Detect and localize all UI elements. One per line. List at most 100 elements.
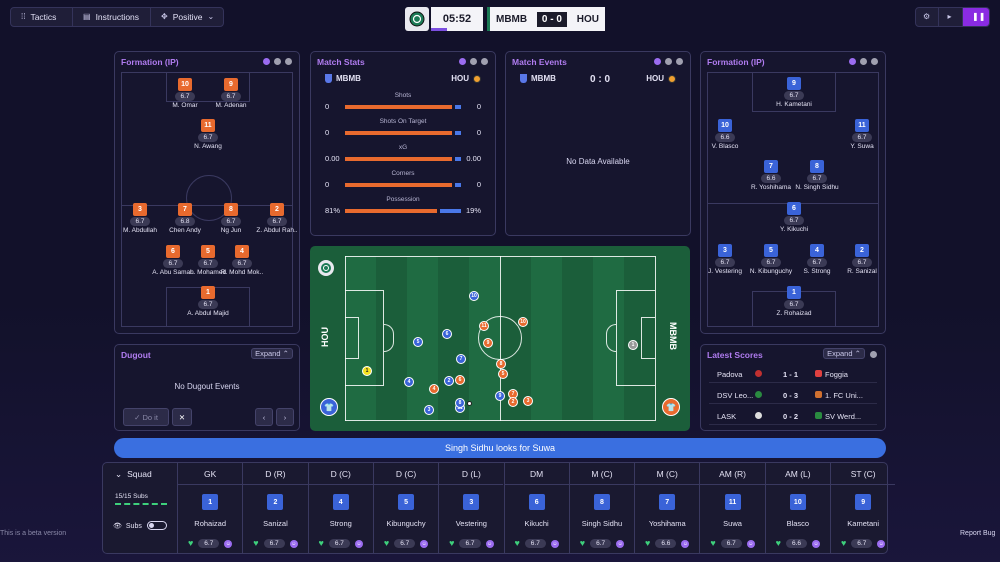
squad-column[interactable]: DM 6 Kikuchi ♥ 6.7 ☺ <box>503 463 569 553</box>
score-home-team: DSV Leo... <box>717 391 754 400</box>
dugout-expand-button[interactable]: Expand ⌃ <box>251 348 293 359</box>
do-it-label: Do it <box>142 412 158 422</box>
stat-home-value: 81% <box>325 206 341 215</box>
formation-player[interactable]: 6 6.7 A. Abu Samah <box>152 245 194 276</box>
subs-count: 15/15 Subs <box>115 493 148 500</box>
shirt-icon: 10 <box>178 78 192 91</box>
heart-icon: ♥ <box>775 538 781 548</box>
pause-button[interactable]: ❚❚ <box>963 8 989 26</box>
formation-player[interactable]: 10 6.7 M. Omar <box>167 78 203 109</box>
goalkeeper-marker[interactable]: 1 <box>362 366 372 376</box>
formation-player[interactable]: 3 6.7 M. Abdullah <box>122 203 158 234</box>
player-marker[interactable]: 6 <box>442 329 452 339</box>
player-marker[interactable]: 10 <box>469 291 479 301</box>
squad-column[interactable]: AM (R) 11 Suwa ♥ 6.7 ☺ <box>699 463 765 553</box>
speed-button[interactable]: ▸ <box>939 8 963 26</box>
tactics-button[interactable]: ⁞⁞ Tactics <box>11 8 73 26</box>
formation-player[interactable]: 9 6.7 M. Adenan <box>213 78 249 109</box>
score-home-team: LASK <box>717 412 737 421</box>
formation-player[interactable]: 11 6.7 Y. Suwa <box>844 119 880 150</box>
panel-pager[interactable] <box>459 58 488 65</box>
stats-home-header: MBMB <box>325 74 361 83</box>
formation-player[interactable]: 5 6.7 L. Mohamed <box>190 245 226 276</box>
squad-column[interactable]: D (L) 3 Vestering ♥ 6.7 ☺ <box>438 463 504 553</box>
formation-player[interactable]: 4 6.7 S. Strong <box>799 244 835 275</box>
squad-column[interactable]: D (C) 4 Strong ♥ 6.7 ☺ <box>307 463 373 553</box>
player-rating: 6.7 <box>130 217 150 226</box>
formation-player[interactable]: 1 6.7 A. Abdul Majid <box>187 286 229 317</box>
player-marker[interactable]: 8 <box>455 398 465 408</box>
report-bug-link[interactable]: Report Bug <box>960 530 996 537</box>
formation-player[interactable]: 8 6.7 N. Singh Sidhu <box>795 160 839 191</box>
formation-player[interactable]: 3 6.7 J. Vestering <box>707 244 743 275</box>
formation-player[interactable]: 11 6.7 N. Awang <box>190 119 226 150</box>
squad-column[interactable]: AM (L) 10 Blasco ♥ 6.6 ☺ <box>764 463 830 553</box>
player-marker[interactable]: 2 <box>444 376 454 386</box>
player-marker[interactable]: 8 <box>496 359 506 369</box>
formation-player[interactable]: 9 6.7 H. Kametani <box>776 77 812 108</box>
formation-player[interactable]: 4 6.7 R. Mohd Mok.. <box>221 245 263 276</box>
column-divider <box>308 484 373 485</box>
close-icon: ✕ <box>178 412 186 422</box>
squad-header[interactable]: ⌄ Squad <box>115 469 152 480</box>
dismiss-button[interactable]: ✕ <box>172 408 192 426</box>
scores-expand-button[interactable]: Expand ⌃ <box>823 348 865 359</box>
mentality-dropdown[interactable]: ✥ Positive ⌄ <box>151 8 223 26</box>
formation-player[interactable]: 1 6.7 Z. Rohaizad <box>776 286 812 317</box>
squad-column[interactable]: D (R) 2 Sanizal ♥ 6.7 ☺ <box>242 463 308 553</box>
player-marker[interactable]: 5 <box>413 337 423 347</box>
squad-column[interactable]: D (C) 5 Kibunguchy ♥ 6.7 ☺ <box>372 463 439 553</box>
panel-pager[interactable] <box>870 351 877 358</box>
stat-label: Possession <box>386 196 420 203</box>
score-text: 0 - 0 <box>536 11 567 27</box>
player-marker[interactable]: 7 <box>456 354 466 364</box>
player-marker[interactable]: 6 <box>455 375 465 385</box>
formation-player[interactable]: 7 6.6 R. Yoshihama <box>751 160 791 191</box>
squad-column[interactable]: M (C) 7 Yoshihama ♥ 6.6 ☺ <box>634 463 700 553</box>
next-button[interactable]: › <box>276 408 294 426</box>
formation-player[interactable]: 8 6.7 Ng Jun <box>213 203 249 234</box>
squad-column[interactable]: ST (C) 9 Kametani ♥ 6.7 ☺ <box>830 463 896 553</box>
position-label: AM (L) <box>785 469 811 479</box>
formation-player[interactable]: 2 6.7 R. Sanizal <box>844 244 880 275</box>
prev-button[interactable]: ‹ <box>255 408 273 426</box>
player-marker[interactable]: 3 <box>424 405 434 415</box>
pitch-right-team: MBMB <box>668 322 678 350</box>
player-rating: 6.7 <box>221 217 241 226</box>
match-events-panel: Match Events MBMB 0 : 0 HOU No Data Avai… <box>505 51 691 236</box>
player-marker[interactable]: 9 <box>495 391 505 401</box>
stat-row: xG 0.00 0.00 <box>319 144 487 168</box>
subs-toggle[interactable] <box>147 521 167 530</box>
player-marker[interactable]: 3 <box>523 396 533 406</box>
formation-player[interactable]: 2 6.7 Z. Abdul Rah.. <box>256 203 298 234</box>
formation-player[interactable]: 7 6.8 Chen Andy <box>167 203 203 234</box>
shirt-icon: 9 <box>855 494 872 510</box>
player-marker[interactable]: 4 <box>404 377 414 387</box>
score-row[interactable]: DSV Leo... 0 - 3 1. FC Uni... <box>709 386 877 404</box>
formation-player[interactable]: 10 6.6 V. Blasco <box>707 119 743 150</box>
player-name: Ng Jun <box>220 227 242 234</box>
panel-pager[interactable] <box>849 58 878 65</box>
goalkeeper-marker[interactable]: 1 <box>628 340 638 350</box>
player-marker[interactable]: 5 <box>498 369 508 379</box>
formation-player[interactable]: 6 6.7 Y. Kikuchi <box>776 202 812 233</box>
panel-pager[interactable] <box>263 58 292 65</box>
panel-pager[interactable] <box>654 58 683 65</box>
instructions-button[interactable]: ▤ Instructions <box>73 8 151 26</box>
pitch-stripe <box>345 256 377 421</box>
squad-column[interactable]: GK 1 Rohaizad ♥ 6.7 ☺ <box>177 463 243 553</box>
player-marker[interactable]: 2 <box>508 397 518 407</box>
player-marker[interactable]: 9 <box>483 338 493 348</box>
score-row[interactable]: LASK 0 - 2 SV Werd... <box>709 407 877 425</box>
player-marker[interactable]: 4 <box>429 384 439 394</box>
squad-column[interactable]: M (C) 8 Singh Sidhu ♥ 6.7 ☺ <box>568 463 635 553</box>
settings-button[interactable]: ⚙ <box>916 8 940 26</box>
formation-player[interactable]: 5 6.7 N. Kibunguchy <box>750 244 792 275</box>
player-name: Suwa <box>723 519 742 528</box>
do-it-button[interactable]: ✓ Do it <box>123 408 169 426</box>
time-progress-bar <box>431 28 447 31</box>
shirt-icon: 4 <box>235 245 249 258</box>
score-row[interactable]: Padova 1 - 1 Foggia <box>709 365 877 383</box>
player-marker[interactable]: 10 <box>518 317 528 327</box>
player-marker[interactable]: 11 <box>479 321 489 331</box>
